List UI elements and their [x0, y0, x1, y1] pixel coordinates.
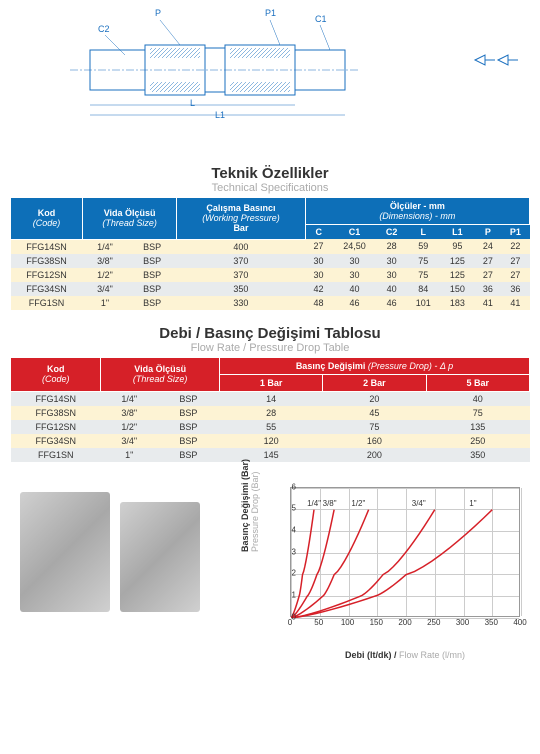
table-row: FFG1SN1"BSP145200350 [11, 448, 530, 462]
product-photos [10, 482, 250, 632]
specs-subtitle: Technical Specifications [0, 182, 540, 194]
symbols-icon [470, 50, 530, 73]
table-row: FFG34SN3/4"BSP350424040841503636 [11, 282, 530, 296]
dim-l: L [190, 98, 195, 108]
curve-label: 3/4" [412, 499, 426, 508]
flow-subtitle: Flow Rate / Pressure Drop Table [0, 342, 540, 354]
chart-x-label: Debi (lt/dk) / Flow Rate (l/mn) [290, 650, 520, 660]
specs-table: Kod(Code) Vida Ölçüsü(Thread Size) Çalış… [10, 197, 530, 310]
table-row: FFG12SN1/2"BSP5575135 [11, 420, 530, 434]
table-row: FFG1SN1"BSP3304846461011834141 [11, 296, 530, 310]
table-row: FFG14SN1/4"BSP142040 [11, 391, 530, 406]
dim-c1: C1 [315, 14, 327, 24]
photo-female-coupling [20, 492, 110, 612]
pressure-drop-chart: Basınç Değişimi (Bar)Pressure Drop (Bar)… [250, 482, 530, 642]
curve-label: 1" [469, 499, 476, 508]
specs-title-block: Teknik Özellikler Technical Specificatio… [0, 165, 540, 194]
flow-title: Debi / Basınç Değişimi Tablosu [0, 325, 540, 342]
curve-label: 1/2" [351, 499, 365, 508]
dim-l1: L1 [215, 110, 225, 120]
chart-y-label: Basınç Değişimi (Bar)Pressure Drop (Bar) [240, 458, 260, 551]
table-row: FFG38SN3/8"BSP370303030751252727 [11, 254, 530, 268]
table-row: FFG38SN3/8"BSP284575 [11, 406, 530, 420]
dim-p1: P1 [265, 8, 276, 18]
specs-title: Teknik Özellikler [0, 165, 540, 182]
table-row: FFG34SN3/4"BSP120160250 [11, 434, 530, 448]
table-row: FFG14SN1/4"BSP4002724,502859952422 [11, 239, 530, 254]
dim-c2: C2 [98, 24, 110, 34]
table-row: FFG12SN1/2"BSP370303030751252727 [11, 268, 530, 282]
technical-drawing: P C2 P1 C1 L L1 [0, 0, 540, 150]
photo-male-coupling [120, 502, 200, 612]
flow-table: Kod(Code) Vida Ölçüsü(Thread Size) Basın… [10, 357, 530, 462]
curve-label: 1/4" [307, 499, 321, 508]
flow-title-block: Debi / Basınç Değişimi Tablosu Flow Rate… [0, 325, 540, 354]
curve-label: 3/8" [323, 499, 337, 508]
dim-p: P [155, 8, 161, 18]
